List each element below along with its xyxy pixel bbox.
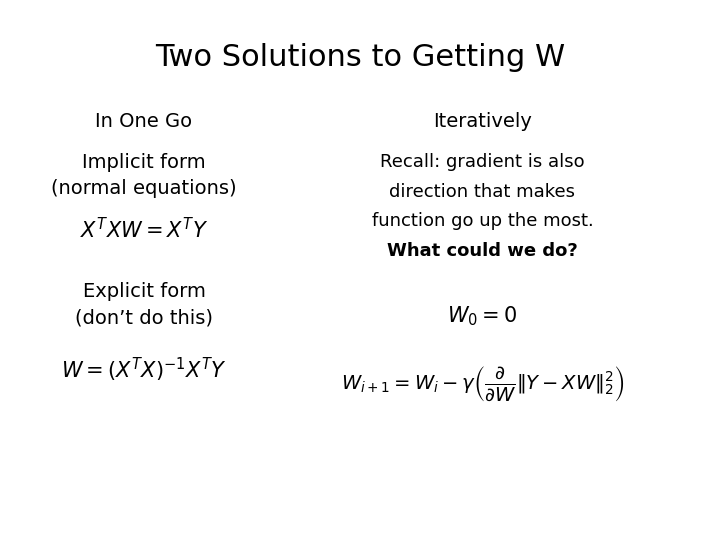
Text: Implicit form
(normal equations): Implicit form (normal equations) [51, 153, 237, 198]
Text: $W_0 = 0$: $W_0 = 0$ [447, 304, 518, 328]
Text: What could we do?: What could we do? [387, 242, 577, 260]
Text: In One Go: In One Go [96, 112, 192, 131]
Text: Two Solutions to Getting W: Two Solutions to Getting W [155, 43, 565, 72]
Text: function go up the most.: function go up the most. [372, 212, 593, 231]
Text: $W = (X^TX)^{-1}X^TY$: $W = (X^TX)^{-1}X^TY$ [61, 356, 227, 384]
Text: $X^TXW = X^TY$: $X^TXW = X^TY$ [80, 217, 208, 242]
Text: $W_{i+1} = W_i - \gamma\left(\dfrac{\partial}{\partial W}\|Y - XW\|_2^2\right)$: $W_{i+1} = W_i - \gamma\left(\dfrac{\par… [341, 364, 624, 403]
Text: Iteratively: Iteratively [433, 112, 532, 131]
Text: Explicit form
(don’t do this): Explicit form (don’t do this) [75, 282, 213, 328]
Text: direction that makes: direction that makes [390, 183, 575, 201]
Text: Recall: gradient is also: Recall: gradient is also [380, 153, 585, 171]
